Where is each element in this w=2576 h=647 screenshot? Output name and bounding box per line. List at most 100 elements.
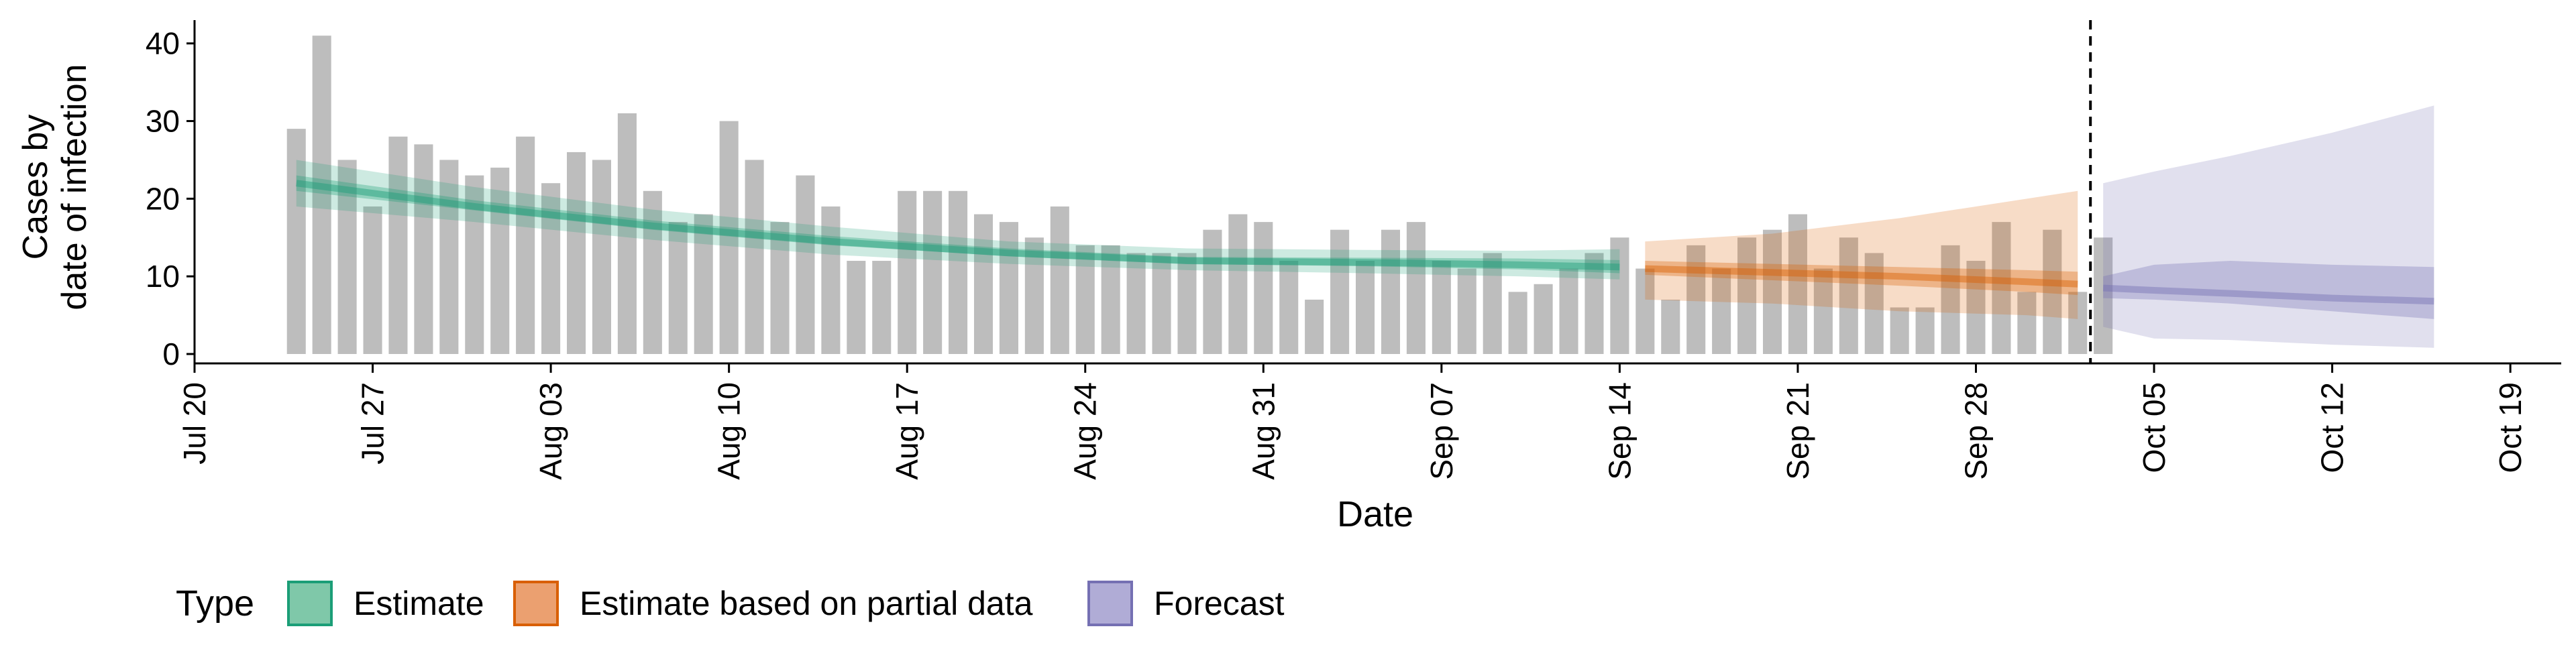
outer-band-estimate-based-on-partial-data <box>1645 190 2078 319</box>
case-bar <box>312 36 331 355</box>
case-bar <box>363 206 382 354</box>
x-tick-label: Oct 05 <box>2137 382 2171 473</box>
case-bar <box>1101 245 1120 354</box>
bands-layer <box>296 105 2434 348</box>
case-bar <box>949 190 968 354</box>
case-bar <box>1966 261 1986 354</box>
case-bar <box>286 129 306 355</box>
case-bar <box>2068 292 2088 354</box>
case-bar <box>1941 245 1960 354</box>
x-axis-label: Date <box>1337 494 1413 534</box>
case-bar <box>847 261 866 354</box>
legend-label-estimate: Estimate <box>354 585 484 622</box>
inner-band-forecast <box>2103 261 2434 319</box>
median-line-estimate-based-on-partial-data <box>1645 265 2078 288</box>
case-bar <box>973 214 994 354</box>
case-bar <box>745 160 764 354</box>
case-bar <box>1126 253 1146 354</box>
case-bar <box>1432 261 1451 354</box>
inner-band-estimate-based-on-partial-data <box>1645 261 2078 295</box>
x-tick-label: Aug 31 <box>1246 382 1281 480</box>
y-ticks: 0 10 20 30 40 <box>146 26 195 371</box>
case-bar <box>1483 253 1502 354</box>
y-tick-label: 20 <box>146 181 180 216</box>
case-bar <box>541 183 561 354</box>
legend-label-forecast: Forecast <box>1154 585 1285 622</box>
case-bar <box>1152 253 1171 354</box>
x-tick-label: Oct 19 <box>2493 382 2528 473</box>
legend-swatch-partial <box>513 581 559 626</box>
case-bar <box>516 136 535 354</box>
case-bar <box>1737 237 1757 354</box>
bars-layer <box>286 36 2113 355</box>
case-bar <box>1762 229 1782 354</box>
y-tick-label: 40 <box>146 26 180 61</box>
y-tick-label: 0 <box>162 337 180 371</box>
case-bar <box>1813 268 1833 354</box>
case-bar <box>490 168 510 354</box>
x-tick-label: Aug 17 <box>890 382 924 480</box>
case-bar <box>1355 261 1375 354</box>
case-bar <box>1585 253 1604 354</box>
x-tick-label: Aug 24 <box>1068 382 1103 480</box>
x-tick-label: Oct 12 <box>2315 382 2350 473</box>
case-bar <box>898 190 917 354</box>
case-bar <box>999 222 1018 354</box>
case-bar <box>1839 237 1858 354</box>
y-axis-label-line-2: date of infection <box>55 64 94 310</box>
case-bar <box>1559 268 1578 354</box>
legend-swatch-forecast <box>1087 581 1133 626</box>
case-bar <box>1305 299 1324 354</box>
x-tick-label: Aug 10 <box>712 382 747 480</box>
case-bar <box>337 160 357 354</box>
outer-band-forecast <box>2103 105 2434 348</box>
case-bar <box>617 113 637 354</box>
case-bar <box>2043 229 2062 354</box>
case-bar <box>1661 299 1680 354</box>
case-bar <box>592 160 612 354</box>
x-tick-label: Sep 28 <box>1958 382 1993 480</box>
case-bar <box>2017 292 2037 354</box>
case-bar <box>796 175 815 354</box>
case-bar <box>1177 253 1197 354</box>
x-tick-label: Aug 03 <box>533 382 568 480</box>
case-bar <box>2094 237 2113 354</box>
y-tick-label: 30 <box>146 104 180 139</box>
x-tick-label: Sep 14 <box>1602 382 1637 480</box>
case-bar <box>1254 222 1273 354</box>
legend-title: Type <box>176 583 254 624</box>
case-bar <box>1508 292 1527 354</box>
case-bar <box>923 190 943 354</box>
legend-swatch-estimate <box>287 581 333 626</box>
case-bar <box>1381 229 1401 354</box>
median-line-estimate <box>296 180 1620 271</box>
legend-label-partial: Estimate based on partial data <box>580 585 1033 622</box>
y-axis-label-line-1: Cases by <box>16 115 55 260</box>
case-bar <box>694 214 713 354</box>
case-bar <box>872 261 892 354</box>
x-tick-label: Sep 21 <box>1780 382 1815 480</box>
case-bar <box>414 144 433 355</box>
case-bar <box>566 152 586 354</box>
case-bar <box>1992 222 2011 354</box>
case-bar <box>1406 222 1426 354</box>
case-bar <box>1075 245 1095 354</box>
case-bar <box>1635 268 1655 354</box>
case-bar <box>1203 229 1222 354</box>
case-bar <box>439 160 459 354</box>
case-bar <box>1050 206 1069 354</box>
x-tick-label: Sep 07 <box>1424 382 1459 480</box>
median-line-forecast <box>2102 284 2434 305</box>
outer-band-estimate <box>296 160 1620 280</box>
case-bar <box>821 206 841 354</box>
case-bar <box>1279 261 1299 354</box>
case-bar <box>1228 214 1248 354</box>
case-bar <box>643 190 662 354</box>
case-bar <box>668 222 688 354</box>
x-ticks: Jul 20 Jul 27 Aug 03 Aug 10 Aug 17 Aug 24 Aug … <box>177 363 2528 480</box>
legend: Type Estimate Estimate based on partial … <box>176 581 1285 626</box>
case-bar <box>1890 307 1909 354</box>
case-bar <box>1330 229 1350 354</box>
